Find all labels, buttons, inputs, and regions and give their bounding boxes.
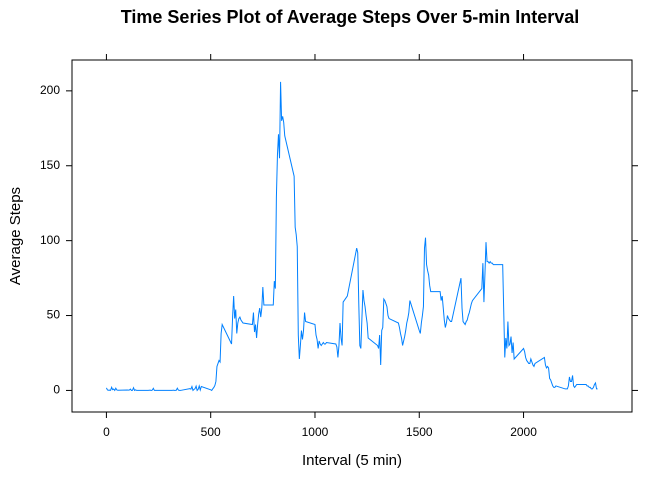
x-tick-label: 2000 bbox=[510, 425, 537, 439]
chart-title: Time Series Plot of Average Steps Over 5… bbox=[121, 7, 580, 27]
x-tick-label: 1000 bbox=[302, 425, 329, 439]
x-tick-label: 0 bbox=[103, 425, 110, 439]
x-axis-label: Interval (5 min) bbox=[302, 452, 402, 469]
x-tick-label: 1500 bbox=[406, 425, 433, 439]
y-tick-label: 200 bbox=[40, 83, 60, 97]
y-tick-label: 150 bbox=[40, 158, 60, 172]
data-line bbox=[105, 81, 598, 392]
y-tick-label: 0 bbox=[53, 383, 60, 397]
x-tick-label: 500 bbox=[201, 425, 221, 439]
y-tick-label: 100 bbox=[40, 233, 60, 247]
y-axis-label: Average Steps bbox=[7, 187, 24, 285]
y-tick-label: 50 bbox=[47, 308, 61, 322]
plot-frame bbox=[71, 59, 633, 413]
